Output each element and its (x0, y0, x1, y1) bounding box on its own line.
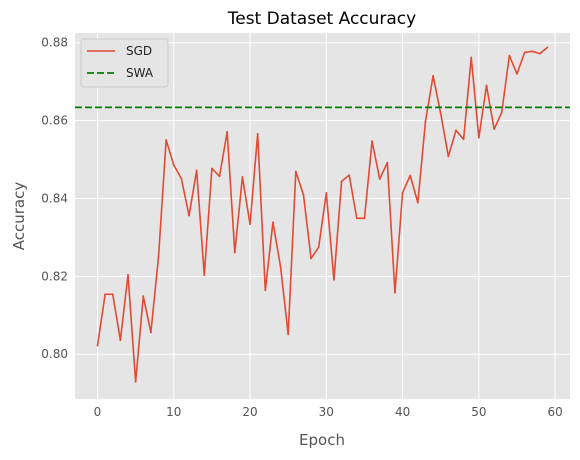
x-tick-label: 50 (471, 405, 486, 419)
sgd-data-point (455, 129, 457, 132)
sgd-data-point (256, 132, 259, 135)
sgd-data-point (233, 251, 236, 254)
sgd-data-point (378, 178, 381, 180)
sgd-data-point (447, 155, 450, 158)
sgd-data-point (531, 50, 534, 53)
sgd-data-point (340, 180, 343, 183)
sgd-data-point (310, 257, 312, 260)
sgd-data-point (96, 344, 99, 347)
tick-labels: 0 10 20 30 40 50 60 0.80 0.82 0.84 0.86 0.88 (41, 36, 562, 419)
sgd-data-point (401, 191, 404, 194)
sgd-data-point (493, 128, 496, 131)
sgd-data-point (355, 217, 358, 220)
sgd-data-point (134, 380, 137, 383)
x-tick-label: 20 (242, 405, 257, 419)
sgd-data-point (439, 112, 442, 115)
y-tick-label: 0.86 (41, 114, 68, 128)
sgd-data-point (538, 52, 541, 55)
sgd-data-point (180, 177, 183, 180)
sgd-data-point (249, 223, 251, 226)
y-tick-label: 0.82 (41, 269, 68, 283)
sgd-data-point (348, 174, 351, 177)
sgd-data-point (363, 217, 366, 220)
x-tick-label: 0 (94, 405, 102, 419)
y-tick-label: 0.84 (41, 191, 68, 205)
sgd-data-point (165, 139, 168, 141)
sgd-data-point (188, 214, 190, 217)
sgd-data-point (241, 176, 244, 178)
legend: SGD SWA (80, 38, 169, 88)
sgd-data-point (424, 120, 427, 123)
sgd-data-point (333, 278, 335, 281)
sgd-data-point (218, 175, 221, 178)
sgd-data-point (104, 293, 107, 296)
chart-title: Test Dataset Accuracy (227, 9, 416, 29)
sgd-data-point (111, 293, 114, 296)
y-axis-label: Accuracy (10, 182, 28, 251)
sgd-data-point (272, 221, 274, 224)
sgd-series-line (96, 46, 549, 383)
sgd-data-point (462, 138, 465, 141)
sgd-data-point (500, 111, 503, 114)
x-tick-label: 10 (166, 405, 181, 419)
sgd-data-point (127, 273, 129, 276)
sgd-data-point (432, 74, 434, 77)
sgd-data-point (394, 291, 396, 294)
y-tick-label: 0.88 (41, 36, 68, 50)
sgd-data-point (279, 265, 282, 268)
sgd-data-point (516, 72, 518, 75)
sgd-data-point (485, 84, 488, 87)
sgd-data-point (294, 170, 297, 173)
x-tick-label: 40 (395, 405, 410, 419)
sgd-data-point (287, 333, 290, 336)
sgd-data-point (546, 46, 549, 49)
sgd-data-point (409, 174, 412, 177)
sgd-data-point (302, 193, 305, 196)
x-axis-label: Epoch (299, 431, 345, 449)
sgd-data-point (416, 201, 419, 204)
y-tick-label: 0.80 (41, 347, 68, 361)
sgd-data-point (119, 339, 122, 342)
sgd-data-point (523, 51, 526, 54)
legend-sgd-label: SGD (126, 44, 152, 58)
sgd-data-point (149, 331, 152, 334)
sgd-data-point (508, 54, 511, 57)
sgd-data-point (371, 140, 373, 143)
sgd-data-point (264, 289, 267, 292)
sgd-data-point (386, 161, 389, 164)
x-tick-label: 60 (547, 405, 562, 419)
sgd-data-point (142, 295, 145, 298)
sgd-data-point (211, 167, 213, 170)
sgd-data-point (325, 192, 328, 194)
sgd-data-point (195, 169, 198, 172)
sgd-data-point (157, 255, 160, 258)
sgd-data-point (203, 274, 206, 277)
legend-swa-label: SWA (126, 66, 154, 80)
x-tick-label: 30 (319, 405, 334, 419)
sgd-data-point (470, 56, 473, 59)
sgd-data-point (172, 164, 175, 166)
series-layer (75, 46, 570, 383)
sgd-data-point (317, 246, 320, 249)
legend-box (80, 38, 169, 88)
sgd-data-point (477, 136, 480, 139)
sgd-data-point (226, 130, 229, 133)
